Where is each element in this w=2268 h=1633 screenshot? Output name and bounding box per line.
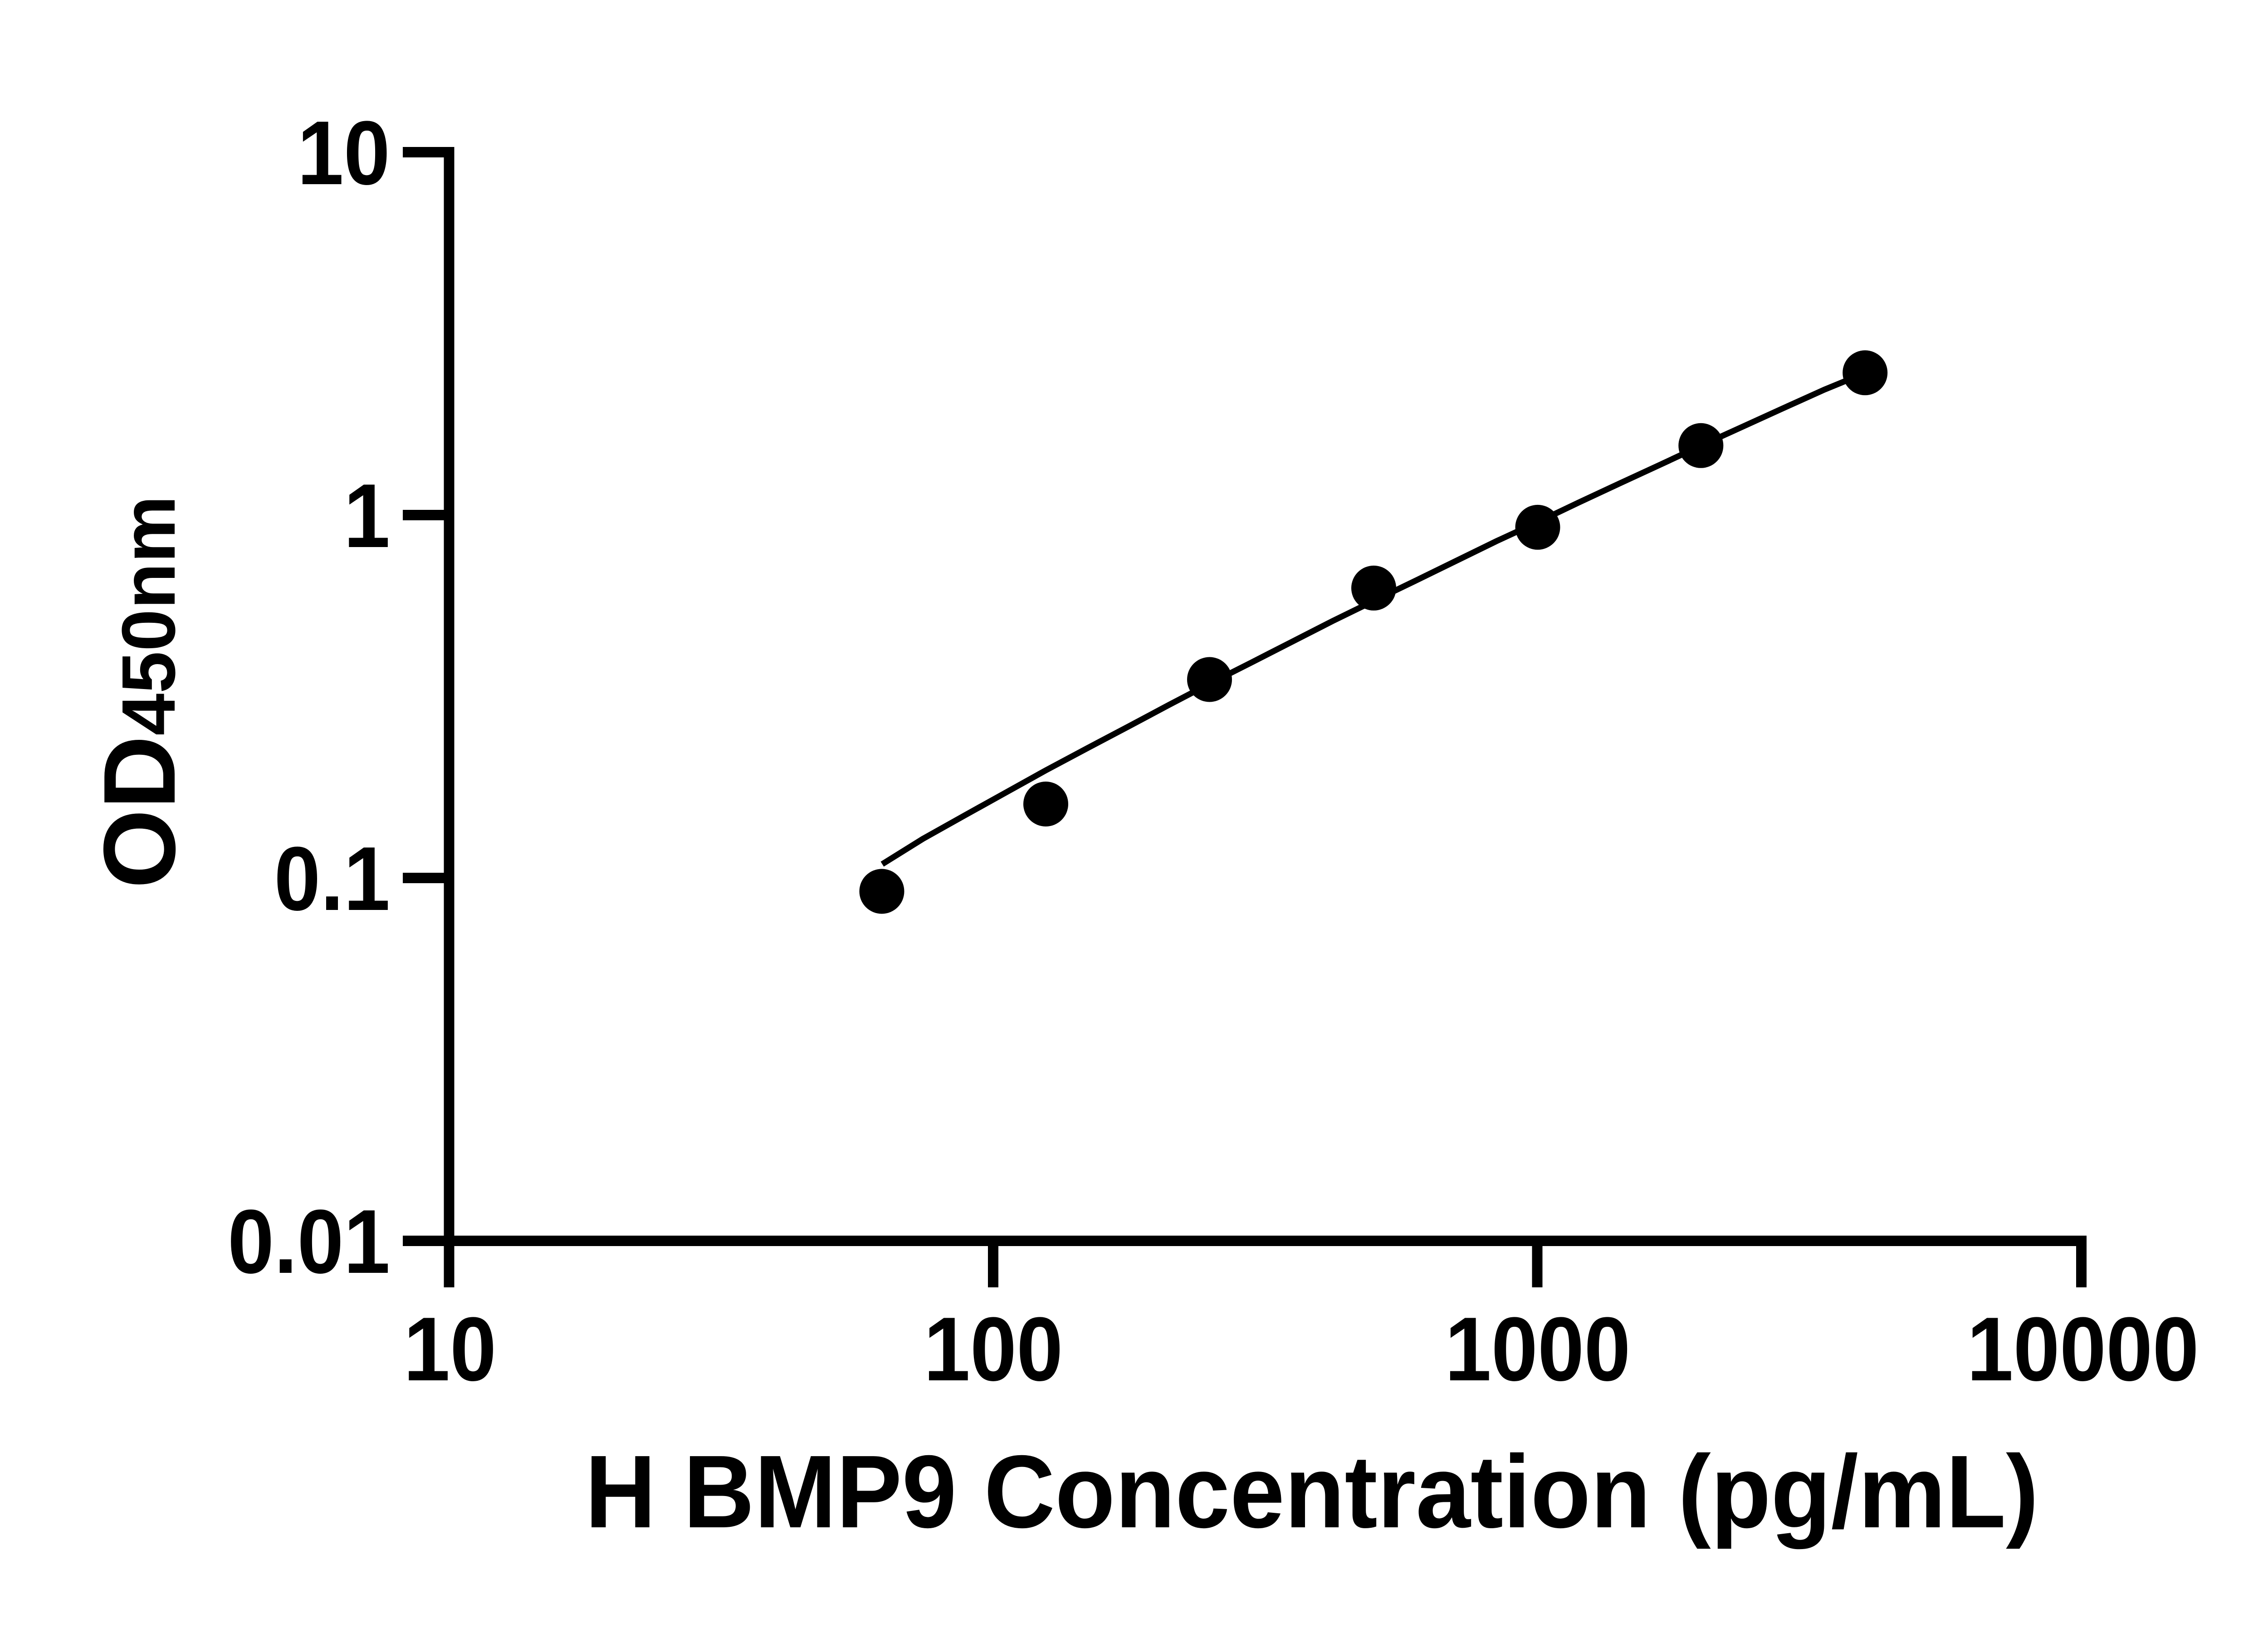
svg-text:10000: 10000: [1967, 1298, 2199, 1400]
svg-text:OD450nm: OD450nm: [82, 495, 196, 889]
svg-text:H BMP9 Concentration (pg/mL): H BMP9 Concentration (pg/mL): [585, 1434, 2039, 1550]
svg-text:100: 100: [924, 1298, 1063, 1400]
svg-text:10: 10: [404, 1298, 497, 1400]
svg-text:0.01: 0.01: [228, 1191, 390, 1292]
svg-text:1000: 1000: [1445, 1298, 1630, 1400]
svg-text:1: 1: [344, 465, 390, 567]
svg-text:0.1: 0.1: [274, 828, 390, 929]
svg-text:10: 10: [297, 102, 390, 204]
